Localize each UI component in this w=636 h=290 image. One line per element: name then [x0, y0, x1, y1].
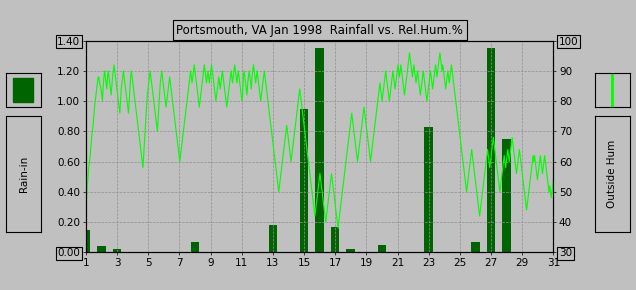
Bar	[113, 249, 121, 252]
Bar	[424, 127, 433, 252]
Bar	[191, 242, 199, 252]
Bar	[502, 139, 511, 252]
Text: Outside Hum: Outside Hum	[607, 140, 617, 208]
Title: Portsmouth, VA Jan 1998  Rainfall vs. Rel.Hum.%: Portsmouth, VA Jan 1998 Rainfall vs. Rel…	[176, 24, 463, 37]
Bar	[471, 242, 480, 252]
Bar	[487, 48, 495, 252]
Bar	[315, 48, 324, 252]
Bar	[97, 246, 106, 252]
Bar	[347, 249, 355, 252]
Bar	[13, 78, 32, 102]
Bar	[378, 245, 386, 252]
Bar	[81, 230, 90, 252]
Bar	[331, 226, 340, 252]
Text: Rain-in: Rain-in	[19, 156, 29, 192]
Bar	[268, 225, 277, 252]
Bar	[300, 109, 308, 252]
